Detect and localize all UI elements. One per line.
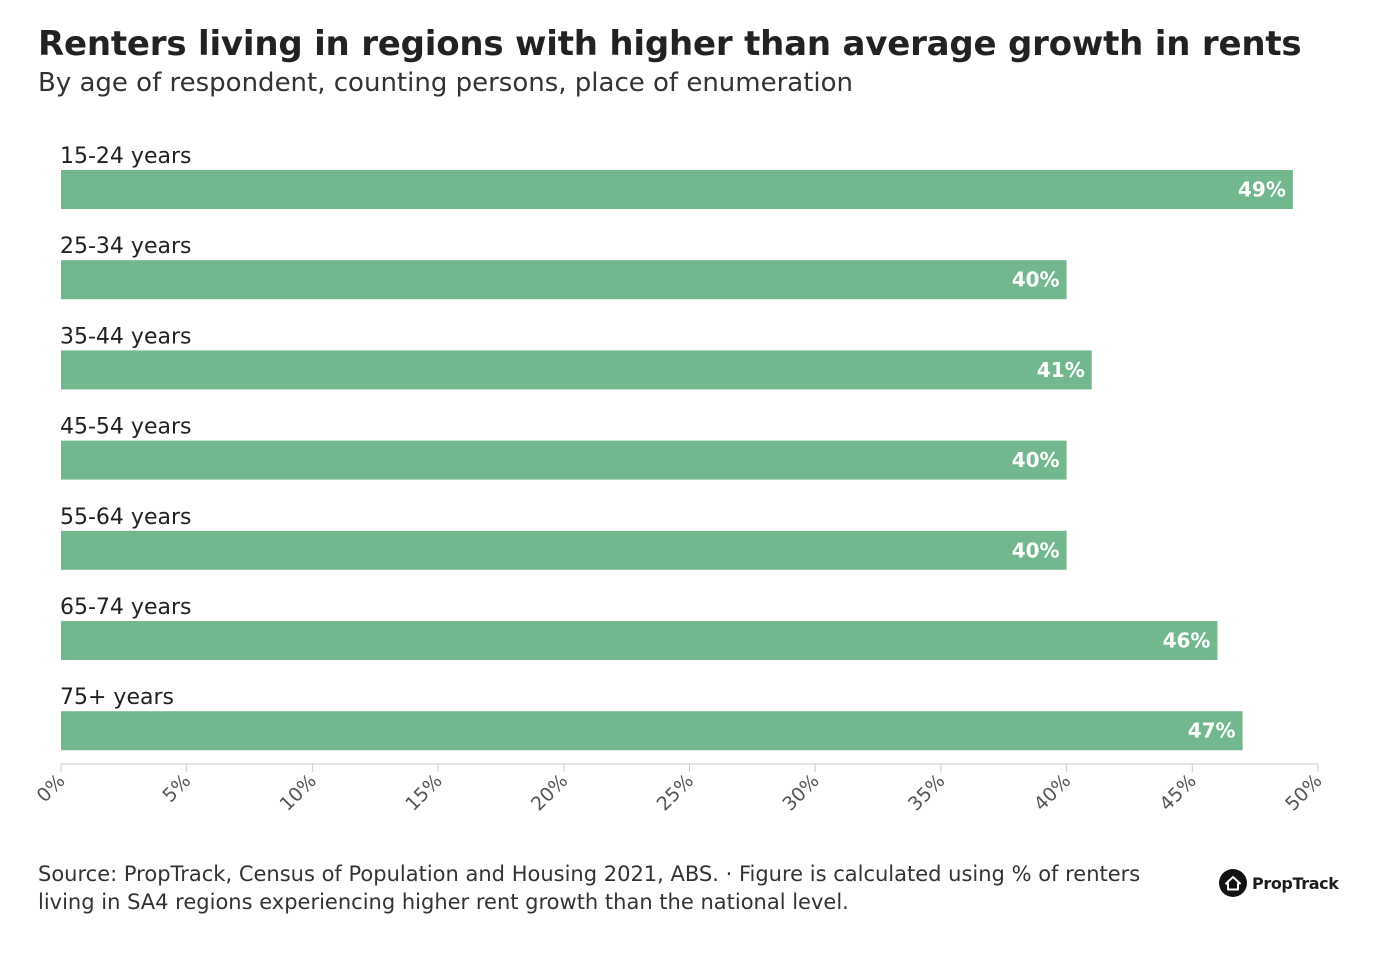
x-tick-label: 30% (778, 770, 823, 815)
data-label: 49% (1238, 178, 1286, 202)
data-label: 40% (1012, 538, 1060, 562)
bar (61, 350, 1092, 390)
source-note: Source: PropTrack, Census of Population … (38, 862, 1141, 914)
x-tick-label: 10% (276, 770, 321, 815)
data-label: 41% (1037, 358, 1085, 382)
category-label: 35-44 years (60, 324, 191, 349)
x-tick-label: 20% (527, 770, 572, 815)
x-tick-label: 50% (1281, 770, 1326, 815)
bars-layer: 15-24 years 49% 25-34 years 40% 35-44 years 4… (60, 144, 1293, 751)
bar-chart: 15-24 years 49% 25-34 years 40% 35-44 years 4… (33, 144, 1327, 815)
x-tick-label: 5% (158, 770, 195, 807)
category-label: 25-34 years (60, 234, 191, 259)
x-axis: 0% 5% 10% 15% 20% 25% 30% 35% 40% 45% 50% (33, 763, 1327, 815)
category-label: 75+ years (60, 685, 174, 710)
bar (61, 711, 1243, 751)
data-label: 40% (1012, 268, 1060, 292)
x-tick-label: 25% (653, 770, 698, 815)
bar (61, 170, 1293, 209)
category-label: 15-24 years (60, 144, 191, 169)
x-tick-label: 0% (33, 770, 70, 807)
category-label: 45-54 years (60, 415, 191, 440)
bar (61, 530, 1067, 570)
x-tick-label: 35% (904, 770, 949, 815)
x-tick-label: 15% (401, 770, 446, 815)
data-label: 47% (1188, 719, 1236, 743)
category-label: 65-74 years (60, 595, 191, 620)
x-tick-label: 40% (1030, 770, 1075, 815)
chart-subtitle: By age of respondent, counting persons, … (38, 68, 854, 98)
bar (61, 621, 1218, 660)
proptrack-logo: PropTrack (1218, 868, 1339, 898)
data-label: 46% (1163, 629, 1211, 653)
chart-title: Renters living in regions with higher th… (38, 24, 1302, 64)
category-label: 55-64 years (60, 505, 191, 530)
x-tick-label: 45% (1155, 770, 1200, 815)
logo-text: PropTrack (1252, 873, 1339, 893)
bar (61, 260, 1067, 300)
house-icon (1219, 869, 1247, 897)
data-label: 40% (1012, 448, 1060, 472)
bar (61, 440, 1067, 480)
